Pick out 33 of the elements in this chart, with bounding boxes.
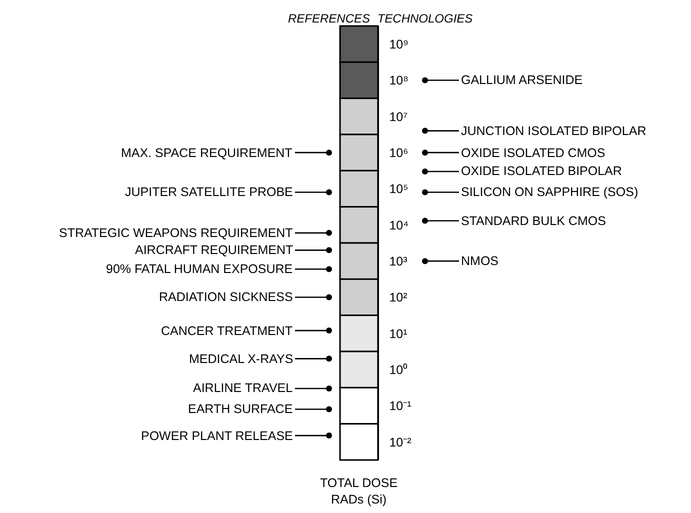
y-tick-label: 10⁹ bbox=[389, 37, 408, 52]
annotation: NMOS bbox=[461, 254, 498, 268]
y-tick-label: 10⁴ bbox=[389, 218, 408, 232]
y-tick-label: 10¹ bbox=[389, 326, 408, 341]
x-tick-label: TECHNOLOGIES bbox=[377, 12, 473, 26]
y-tick-label: 10⁸ bbox=[389, 74, 408, 88]
x-tick-label: REFERENCES bbox=[288, 12, 370, 26]
y-tick-label: 10⁶ bbox=[389, 146, 408, 160]
annotation: AIRLINE TRAVEL bbox=[193, 381, 293, 395]
annotation: RADIATION SICKNESS bbox=[159, 290, 293, 304]
y-tick-label: 10⁻¹ bbox=[389, 399, 412, 414]
y-tick-label: 10⁵ bbox=[389, 182, 408, 196]
annotation: JUNCTION ISOLATED BIPOLAR bbox=[461, 124, 646, 138]
annotation: POWER PLANT RELEASE bbox=[141, 429, 293, 443]
annotation: EARTH SURFACE bbox=[188, 402, 293, 416]
text: TOTAL DOSE RADs (Si) bbox=[320, 476, 398, 506]
y-tick-label: 10⁻² bbox=[389, 435, 412, 450]
annotation: GALLIUM ARSENIDE bbox=[461, 73, 583, 87]
annotation: STANDARD BULK CMOS bbox=[461, 214, 606, 228]
annotation: OXIDE ISOLATED BIPOLAR bbox=[461, 164, 622, 178]
y-tick-label: 10⁷ bbox=[389, 110, 408, 124]
y-tick-label: 10² bbox=[389, 290, 408, 305]
annotation: OXIDE ISOLATED CMOS bbox=[461, 146, 606, 160]
annotation: MAX. SPACE REQUIREMENT bbox=[121, 146, 293, 160]
y-tick-label: 10⁰ bbox=[389, 362, 408, 377]
annotation: CANCER TREATMENT bbox=[161, 324, 293, 338]
annotation: JUPITER SATELLITE PROBE bbox=[125, 185, 293, 199]
y-tick-label: 10³ bbox=[389, 254, 408, 268]
annotation: AIRCRAFT REQUIREMENT bbox=[135, 243, 294, 257]
annotation: STRATEGIC WEAPONS REQUIREMENT bbox=[59, 226, 294, 240]
annotation: MEDICAL X-RAYS bbox=[189, 352, 294, 366]
annotation: 90% FATAL HUMAN EXPOSURE bbox=[106, 262, 293, 276]
annotation: SILICON ON SAPPHIRE (SOS) bbox=[461, 185, 638, 199]
